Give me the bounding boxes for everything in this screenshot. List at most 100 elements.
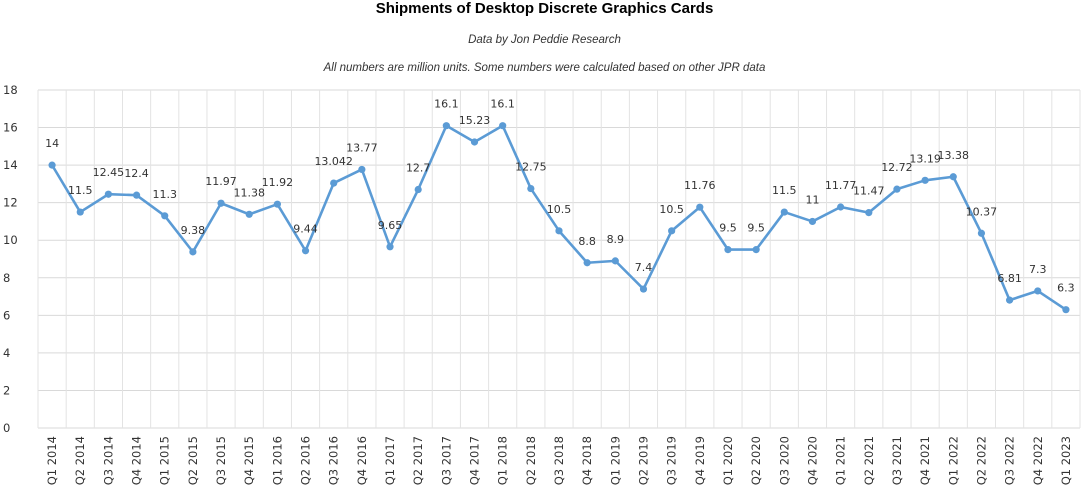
data-label: 12.72: [881, 161, 913, 174]
x-tick-label: Q2 2019: [636, 436, 650, 485]
data-point: [555, 227, 563, 235]
data-label: 9.44: [293, 223, 318, 236]
data-label: 16.1: [490, 98, 515, 111]
data-point: [76, 208, 84, 216]
x-tick-label: Q2 2016: [299, 436, 313, 485]
data-point: [132, 191, 141, 199]
data-point: [949, 173, 957, 181]
x-tick-label: Q4 2014: [130, 436, 144, 485]
data-point: [217, 199, 225, 207]
chart-note: All numbers are million units. Some numb…: [323, 62, 766, 74]
data-label: 14: [45, 137, 59, 150]
data-label: 11.5: [772, 184, 797, 197]
data-label: 9.38: [181, 224, 206, 237]
x-tick-label: Q1 2016: [270, 436, 284, 485]
data-point: [104, 190, 113, 198]
data-label: 12.45: [93, 166, 125, 179]
x-tick-label: Q1 2014: [45, 436, 59, 485]
data-label: 13.77: [346, 141, 378, 154]
x-tick-label: Q3 2016: [327, 436, 341, 485]
x-tick-label: Q3 2018: [552, 436, 566, 485]
y-tick-label: 12: [3, 196, 18, 210]
data-point: [639, 285, 648, 293]
data-label: 10.37: [966, 205, 998, 218]
x-tick-label: Q2 2014: [73, 436, 87, 485]
x-tick-label: Q4 2022: [1031, 436, 1045, 485]
x-tick-label: Q3 2019: [665, 436, 679, 485]
x-tick-label: Q1 2015: [158, 436, 172, 485]
data-label: 8.8: [578, 235, 596, 248]
x-tick-label: Q1 2023: [1059, 436, 1073, 485]
data-label: 11.92: [262, 176, 294, 189]
data-point: [499, 122, 507, 130]
data-label: 9.65: [378, 219, 403, 232]
x-tick-label: Q2 2017: [411, 436, 425, 485]
data-label: 15.23: [459, 114, 491, 127]
data-point: [668, 227, 676, 235]
data-point: [414, 185, 422, 194]
data-label: 8.9: [607, 233, 625, 246]
data-point: [1062, 306, 1070, 314]
data-point: [724, 246, 732, 254]
x-tick-label: Q1 2021: [834, 436, 848, 485]
x-tick-label: Q1 2017: [383, 436, 397, 485]
x-tick-label: Q2 2020: [749, 436, 763, 485]
data-label: 16.1: [434, 98, 459, 111]
data-point: [780, 208, 788, 216]
y-tick-label: 0: [3, 421, 10, 435]
data-label: 7.3: [1029, 263, 1047, 276]
x-tick-label: Q3 2017: [439, 436, 453, 485]
data-label: 7.4: [635, 261, 653, 274]
data-label: 12.7: [406, 162, 431, 175]
data-point: [893, 185, 901, 193]
data-point: [611, 257, 619, 265]
x-tick-label: Q2 2018: [524, 436, 538, 485]
x-tick-label: Q4 2015: [242, 436, 256, 485]
data-label: 10.5: [547, 203, 572, 216]
data-label: 11.77: [825, 179, 857, 192]
data-label: 11.3: [152, 188, 177, 201]
y-axis-ticks: 0 2 4 6 8 10 12 14 16 18: [3, 83, 18, 435]
data-point: [921, 176, 929, 184]
data-point: [301, 247, 310, 255]
y-tick-label: 16: [3, 121, 18, 135]
y-tick-label: 8: [3, 271, 10, 285]
x-tick-label: Q2 2022: [974, 436, 988, 485]
data-label: 9.5: [719, 222, 737, 235]
data-label: 13.38: [938, 149, 970, 162]
grid-lines: [37, 89, 1081, 429]
data-label: 12.75: [515, 161, 547, 174]
data-point: [386, 243, 394, 251]
data-label: 11.97: [205, 175, 237, 188]
data-label: 10.5: [659, 203, 684, 216]
data-label: 6.81: [997, 272, 1022, 285]
x-tick-label: Q4 2019: [693, 436, 707, 485]
data-point: [161, 212, 169, 220]
data-point: [865, 209, 873, 217]
y-tick-label: 14: [3, 158, 18, 172]
chart-subtitle: Data by Jon Peddie Research: [468, 34, 621, 46]
data-label: 13.042: [314, 155, 353, 168]
data-point: [837, 203, 845, 211]
x-tick-label: Q3 2014: [101, 436, 115, 485]
y-tick-label: 10: [3, 233, 18, 247]
data-point: [245, 210, 253, 218]
data-label: 12.4: [124, 167, 149, 180]
data-point: [442, 122, 450, 130]
data-point: [330, 179, 338, 187]
x-tick-label: Q4 2016: [355, 436, 369, 485]
x-tick-label: Q1 2019: [608, 436, 622, 485]
data-point: [273, 200, 281, 208]
data-point: [48, 161, 56, 169]
x-axis-ticks: Q1 2014 Q2 2014 Q3 2014 Q4 2014 Q1 2015 Q2 20…: [45, 436, 1073, 485]
data-point: [977, 229, 986, 237]
data-label: 11.76: [684, 179, 716, 192]
x-tick-label: Q2 2021: [862, 436, 876, 485]
data-point: [752, 246, 760, 254]
data-point: [527, 184, 535, 193]
data-label: 11: [805, 193, 819, 206]
data-label: 9.5: [747, 222, 765, 235]
x-tick-label: Q3 2022: [1003, 436, 1017, 485]
data-label: 13.19: [909, 152, 941, 165]
